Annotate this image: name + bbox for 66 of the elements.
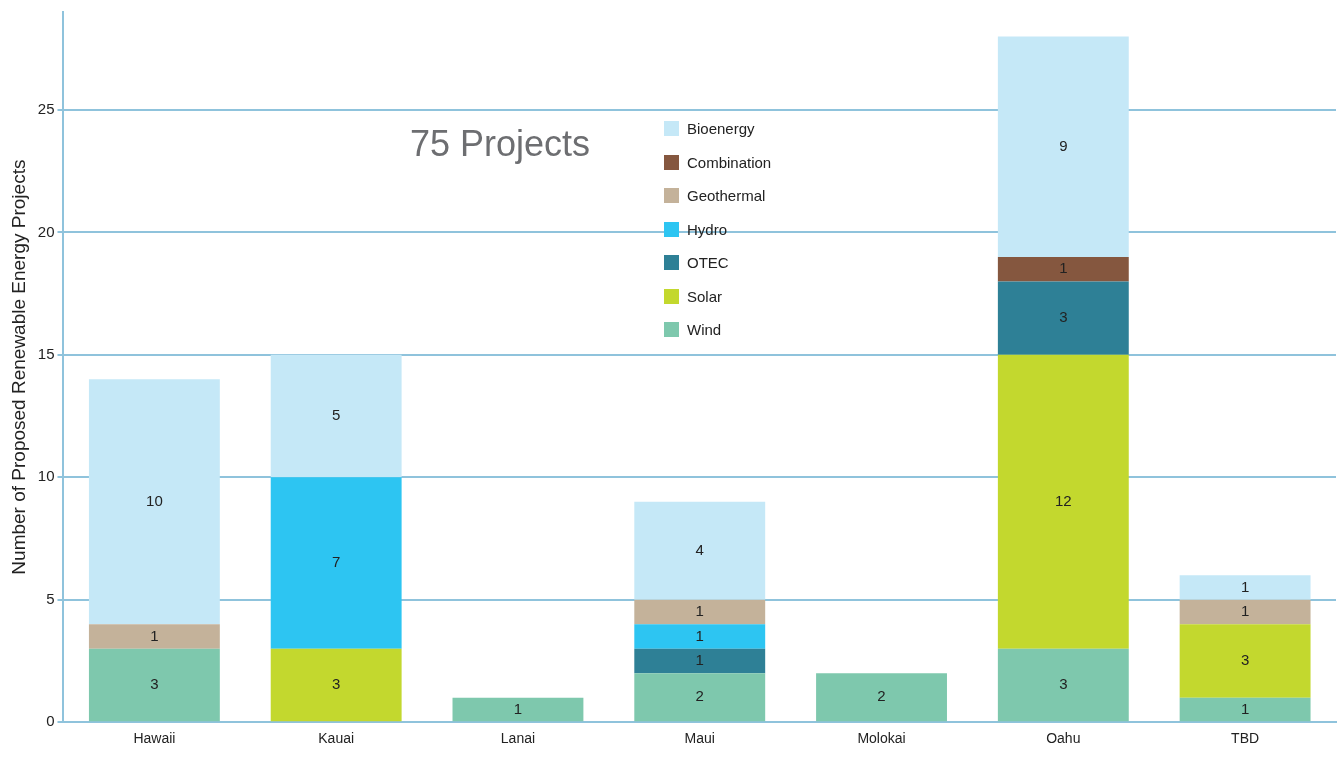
x-tick-label: Kauai	[318, 730, 355, 747]
bar	[634, 501, 766, 600]
bar	[816, 673, 947, 722]
data-label: 12	[1054, 491, 1072, 509]
y-tick-label: 20	[37, 222, 55, 240]
legend-label: Bioenergy	[687, 120, 755, 138]
bar	[1179, 697, 1311, 722]
data-label: 2	[877, 687, 886, 705]
data-label: 7	[331, 553, 341, 571]
bar	[88, 648, 220, 722]
data-label: 4	[695, 540, 704, 558]
data-label: 1	[695, 626, 704, 644]
data-label: 1	[150, 626, 159, 644]
y-tick-label: 5	[46, 589, 55, 607]
legend-label: Geothermal	[687, 187, 766, 205]
legend-label: Wind	[687, 321, 722, 339]
bar	[997, 648, 1129, 722]
data-label: 5	[331, 406, 341, 424]
data-label: 3	[150, 675, 159, 693]
bar	[270, 477, 402, 649]
data-label: 1	[1059, 259, 1068, 277]
data-label: 1	[1240, 699, 1250, 717]
data-label: 3	[1059, 308, 1068, 326]
y-tick-label: 0	[46, 712, 55, 730]
x-tick-label: Maui	[684, 730, 715, 747]
bar	[634, 648, 766, 674]
data-label: 1	[1240, 602, 1250, 620]
y-tick-label: 25	[37, 100, 55, 118]
bar	[88, 379, 220, 625]
bar	[88, 624, 220, 649]
legend-label: Solar	[687, 287, 723, 305]
bar	[634, 673, 766, 722]
x-tick-label: TBD	[1231, 730, 1260, 747]
bar	[270, 354, 402, 478]
data-label: 2	[695, 687, 704, 705]
bar	[997, 256, 1129, 282]
annotation: 75 Projects	[409, 122, 591, 164]
bar	[634, 599, 766, 625]
x-tick-label: Lanai	[500, 730, 536, 747]
data-label: 1	[1240, 577, 1250, 595]
x-tick-label: Oahu	[1046, 730, 1081, 747]
x-tick-label: Hawaii	[133, 730, 176, 747]
y-tick-label: 15	[37, 345, 55, 362]
y-tick-label: 10	[37, 467, 55, 485]
data-label: 10	[146, 491, 163, 509]
legend-label: OTEC	[687, 254, 729, 272]
bar	[997, 36, 1129, 257]
data-label: 3	[331, 675, 341, 693]
x-tick-label: Molokai	[857, 730, 906, 747]
data-label: 9	[1059, 136, 1068, 154]
bar	[997, 281, 1129, 355]
data-label: 1	[695, 651, 704, 669]
data-label: 3	[1240, 651, 1250, 669]
legend-label: Hydro	[687, 220, 728, 238]
data-label: 1	[513, 699, 523, 717]
bar	[452, 697, 584, 722]
bar	[1179, 599, 1311, 625]
y-axis-title: Number of Proposed Renewable Energy Projects	[7, 159, 29, 575]
bar	[997, 354, 1129, 649]
bar	[634, 624, 766, 649]
bar	[270, 648, 402, 722]
bar	[1179, 624, 1311, 698]
data-label: 3	[1059, 675, 1068, 693]
legend-label: Combination	[687, 153, 772, 171]
data-label: 1	[695, 602, 704, 620]
bar	[1179, 575, 1311, 600]
